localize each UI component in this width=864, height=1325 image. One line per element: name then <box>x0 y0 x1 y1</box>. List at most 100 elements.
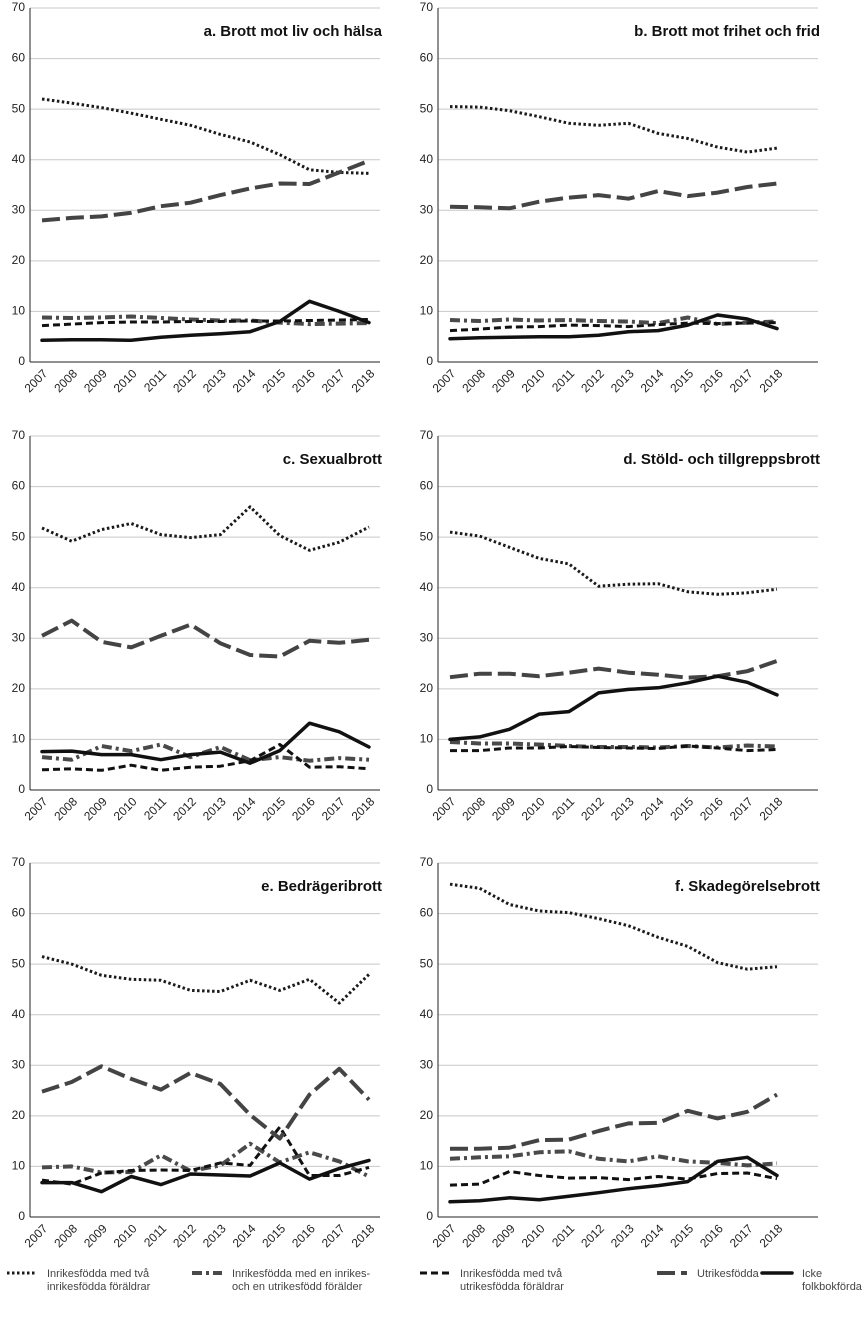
x-tick-label: 2012 <box>578 366 607 395</box>
y-tick-label: 70 <box>420 855 434 869</box>
x-tick-label: 2007 <box>430 794 459 823</box>
y-tick-label: 60 <box>420 51 434 65</box>
y-tick-label: 20 <box>12 1108 26 1122</box>
chart-title: d. Stöld- och tillgreppsbrott <box>623 451 820 468</box>
legend-item: Utrikesfödda <box>655 1268 759 1281</box>
series-line <box>448 674 779 742</box>
series-line <box>40 721 371 765</box>
x-tick-label: 2014 <box>638 366 667 395</box>
x-tick-label: 2015 <box>259 1221 288 1250</box>
legend-label: Inrikesfödda med två utrikesfödda föräld… <box>460 1268 564 1293</box>
y-tick-label: 40 <box>420 580 434 594</box>
legend-swatch <box>657 1271 687 1275</box>
y-tick-label: 10 <box>12 304 26 318</box>
legend-swatch <box>7 1271 37 1275</box>
legend-item: Icke folkbokförda <box>760 1268 862 1294</box>
series-line <box>449 181 778 211</box>
series-line <box>449 315 778 327</box>
x-tick-label: 2014 <box>638 1221 667 1250</box>
x-tick-label: 2007 <box>22 794 51 823</box>
x-tick-label: 2018 <box>757 794 786 823</box>
x-tick-label: 2016 <box>697 366 726 395</box>
x-tick-label: 2016 <box>289 366 318 395</box>
series-line <box>449 105 778 154</box>
x-tick-label: 2007 <box>22 366 51 395</box>
y-tick-label: 0 <box>426 1209 433 1223</box>
chart-title: f. Skadegörelsebrott <box>675 878 820 895</box>
series-line <box>41 314 370 327</box>
x-tick-label: 2014 <box>638 794 667 823</box>
x-tick-label: 2012 <box>578 1221 607 1250</box>
series-line <box>41 955 371 1005</box>
x-tick-label: 2018 <box>757 1221 786 1250</box>
y-tick-label: 30 <box>420 202 434 216</box>
series-line <box>449 1170 778 1187</box>
x-tick-label: 2014 <box>230 1221 259 1250</box>
x-tick-label: 2017 <box>727 1221 756 1250</box>
x-tick-label: 2015 <box>667 1221 696 1250</box>
x-tick-label: 2016 <box>289 1221 318 1250</box>
x-tick-label: 2013 <box>200 794 229 823</box>
x-tick-label: 2010 <box>519 366 548 395</box>
x-tick-label: 2018 <box>349 794 378 823</box>
y-tick-label: 50 <box>12 956 26 970</box>
x-tick-label: 2015 <box>667 794 696 823</box>
x-tick-label: 2011 <box>549 366 577 394</box>
x-tick-label: 2009 <box>81 794 110 823</box>
x-tick-label: 2011 <box>141 1221 169 1249</box>
x-tick-label: 2009 <box>489 366 518 395</box>
y-tick-label: 0 <box>18 1209 25 1223</box>
x-tick-label: 2012 <box>578 794 607 823</box>
x-tick-label: 2018 <box>349 366 378 395</box>
x-tick-label: 2010 <box>111 366 140 395</box>
series-line <box>449 321 778 333</box>
y-tick-label: 40 <box>420 1007 434 1021</box>
y-tick-label: 30 <box>420 630 434 644</box>
series-line <box>41 1064 371 1141</box>
x-tick-label: 2009 <box>489 794 518 823</box>
x-tick-label: 2016 <box>289 794 318 823</box>
x-tick-label: 2013 <box>200 366 229 395</box>
y-tick-label: 70 <box>12 0 26 14</box>
x-tick-label: 2015 <box>667 366 696 395</box>
y-tick-label: 50 <box>420 529 434 543</box>
y-tick-label: 20 <box>420 681 434 695</box>
x-tick-label: 2018 <box>757 366 786 395</box>
legend-label: Utrikesfödda <box>697 1268 759 1280</box>
x-tick-label: 2008 <box>459 1221 488 1250</box>
y-tick-label: 60 <box>12 479 26 493</box>
legend-label: Inrikesfödda med två inrikesfödda föräld… <box>47 1268 151 1293</box>
series-line <box>41 97 370 175</box>
legend-label: Inrikesfödda med en inrikes- och en utri… <box>232 1268 371 1293</box>
series-line <box>448 313 779 341</box>
series-line <box>449 659 778 680</box>
x-tick-label: 2008 <box>51 794 80 823</box>
chart-title: b. Brott mot frihet och frid <box>634 23 820 40</box>
y-tick-label: 30 <box>12 1057 26 1071</box>
x-tick-label: 2015 <box>259 794 288 823</box>
legend-item: Inrikesfödda med en inrikes- och en utri… <box>190 1268 390 1294</box>
y-tick-label: 50 <box>420 101 434 115</box>
x-tick-label: 2017 <box>727 366 756 395</box>
legend-swatch <box>420 1271 450 1275</box>
x-tick-label: 2012 <box>170 1221 199 1250</box>
y-tick-label: 0 <box>426 782 433 796</box>
series-line <box>450 1092 779 1151</box>
x-tick-label: 2009 <box>81 366 110 395</box>
y-tick-label: 10 <box>12 1159 26 1173</box>
x-tick-label: 2013 <box>608 794 637 823</box>
y-tick-label: 0 <box>426 354 433 368</box>
x-tick-label: 2011 <box>549 1221 577 1249</box>
x-tick-label: 2013 <box>608 1221 637 1250</box>
series-line <box>449 1149 778 1168</box>
y-tick-label: 70 <box>420 428 434 442</box>
y-tick-label: 40 <box>12 152 26 166</box>
series-line <box>449 530 778 596</box>
x-tick-label: 2014 <box>230 366 259 395</box>
chart-title: e. Bedrägeribrott <box>261 878 382 895</box>
x-tick-label: 2011 <box>141 366 169 394</box>
series-line <box>449 882 778 971</box>
x-tick-label: 2011 <box>141 794 169 822</box>
y-tick-label: 20 <box>12 681 26 695</box>
